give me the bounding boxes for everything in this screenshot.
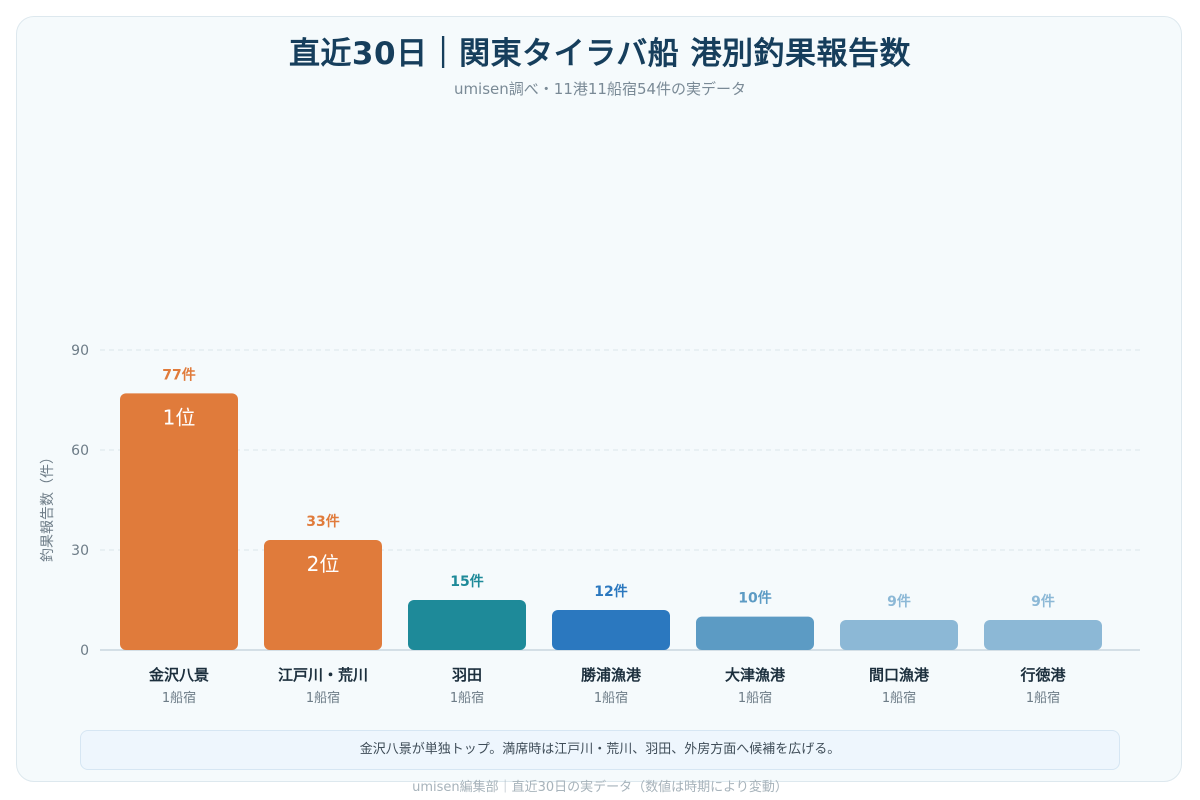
bar — [264, 540, 382, 650]
bars — [120, 393, 1102, 650]
bar-labels: 77件 1位 33件 2位 15件 12件 10件 9件 9件 — [162, 366, 1055, 610]
x-category-label: 金沢八景 — [148, 666, 209, 684]
x-subcategory-label: 1船宿 — [450, 690, 484, 706]
bar-rank-label: 2位 — [307, 552, 340, 576]
y-axis-label: 釣果報告数（件） — [40, 450, 56, 562]
y-tick-label: 90 — [71, 343, 89, 359]
bar — [984, 620, 1102, 650]
x-subcategory-label: 1船宿 — [1026, 690, 1060, 706]
bar — [408, 600, 526, 650]
x-category-label: 江戸川・荒川 — [278, 666, 368, 684]
summary-note: 金沢八景が単独トップ。満席時は江戸川・荒川、羽田、外房方面へ候補を広げる。 — [80, 730, 1120, 770]
bar-value-label: 10件 — [738, 590, 771, 607]
bar — [840, 620, 958, 650]
y-tick-label: 30 — [71, 543, 89, 559]
grid-lines — [100, 349, 1140, 651]
x-axis-categories: 金沢八景 1船宿 江戸川・荒川 1船宿 羽田 1船宿 勝浦漁港 1船宿 大津漁港 1船宿 間口漁港 1… — [148, 666, 1067, 706]
x-subcategory-label: 1船宿 — [594, 690, 628, 706]
bar-value-label: 9件 — [1031, 593, 1055, 610]
bar-value-label: 33件 — [306, 513, 339, 530]
chart-subtitle: umisen調べ・11港11船宿54件の実データ — [453, 80, 747, 98]
bar — [552, 610, 670, 650]
bar-value-label: 9件 — [887, 593, 911, 610]
y-tick-label: 0 — [80, 643, 89, 659]
x-category-label: 勝浦漁港 — [581, 666, 642, 684]
x-category-label: 羽田 — [452, 666, 482, 684]
y-tick-label: 60 — [71, 443, 89, 459]
bar-rank-label: 1位 — [163, 405, 196, 429]
bar — [120, 393, 238, 650]
bar-value-label: 12件 — [594, 583, 627, 600]
x-category-label: 行徳港 — [1019, 666, 1066, 684]
bar-value-label: 15件 — [450, 573, 483, 590]
x-subcategory-label: 1船宿 — [738, 690, 772, 706]
y-axis-ticks: 0 30 60 90 — [71, 343, 89, 659]
bar — [696, 616, 814, 650]
x-subcategory-label: 1船宿 — [162, 690, 196, 706]
x-category-label: 間口漁港 — [869, 666, 930, 684]
x-subcategory-label: 1船宿 — [306, 690, 340, 706]
footer-credit: umisen編集部｜直近30日の実データ（数値は時期により変動） — [412, 780, 788, 795]
chart-title: 直近30日｜関東タイラバ船 港別釣果報告数 — [288, 36, 912, 72]
x-category-label: 大津漁港 — [725, 666, 786, 684]
x-subcategory-label: 1船宿 — [882, 690, 916, 706]
bar-value-label: 77件 — [162, 366, 195, 383]
